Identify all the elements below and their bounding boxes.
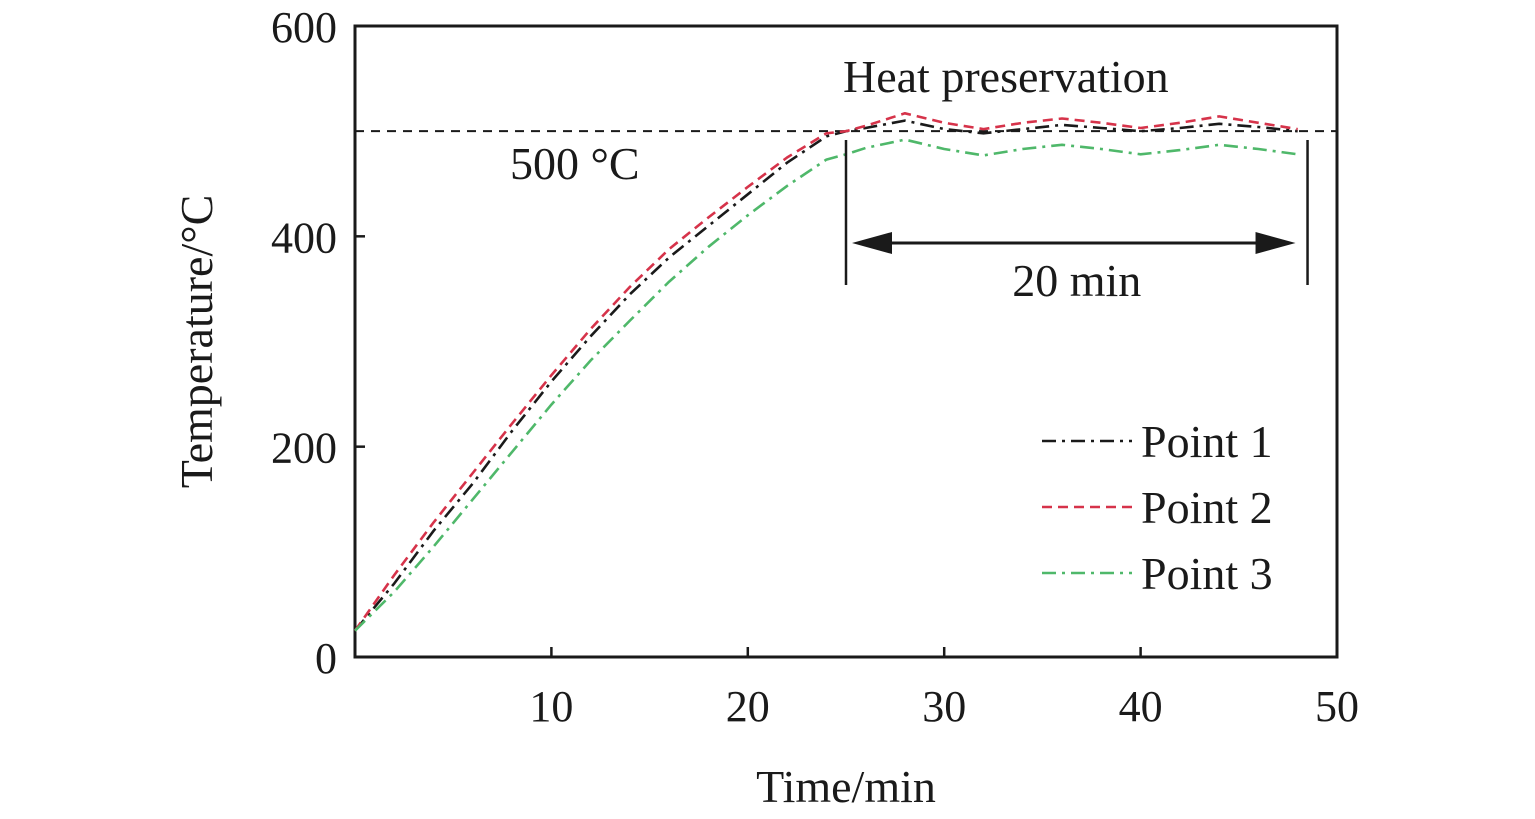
- annotation-group: Heat preservation 20 min: [843, 51, 1309, 306]
- x-tick-label: 20: [726, 682, 770, 731]
- y-tick-label: 0: [315, 634, 337, 683]
- reference-line-group: 500 °C: [355, 130, 1337, 189]
- plot-frame: [353, 24, 1339, 659]
- x-tick-label: 40: [1119, 682, 1163, 731]
- duration-arrow-left-head: [852, 232, 892, 254]
- legend-label-point3: Point 3: [1141, 548, 1273, 599]
- duration-arrow-right-head: [1255, 232, 1296, 254]
- x-axis-title: Time/min: [756, 761, 936, 812]
- x-tick-label: 30: [922, 682, 966, 731]
- y-tick-label: 200: [271, 424, 337, 473]
- y-axis-title: Temperature/°C: [171, 195, 222, 489]
- x-tick-label: 50: [1315, 682, 1359, 731]
- duration-label: 20 min: [1012, 255, 1141, 306]
- legend-label-point1: Point 1: [1141, 416, 1273, 467]
- reference-line-label: 500 °C: [510, 138, 640, 189]
- y-tick-label: 400: [271, 213, 337, 262]
- plot-axes: [353, 24, 1339, 659]
- legend-label-point2: Point 2: [1141, 482, 1273, 533]
- y-tick-label: 600: [271, 3, 337, 52]
- series-group: [353, 112, 1298, 632]
- series-line-point3: [354, 138, 1298, 632]
- heat-preservation-label: Heat preservation: [843, 51, 1169, 102]
- axis-ticks: 10 20 30 40 50 0 200 400 600: [271, 3, 1359, 731]
- legend: Point 1 Point 2 Point 3: [1042, 416, 1273, 599]
- series-line-point1: [354, 119, 1298, 632]
- x-tick-label: 10: [529, 682, 573, 731]
